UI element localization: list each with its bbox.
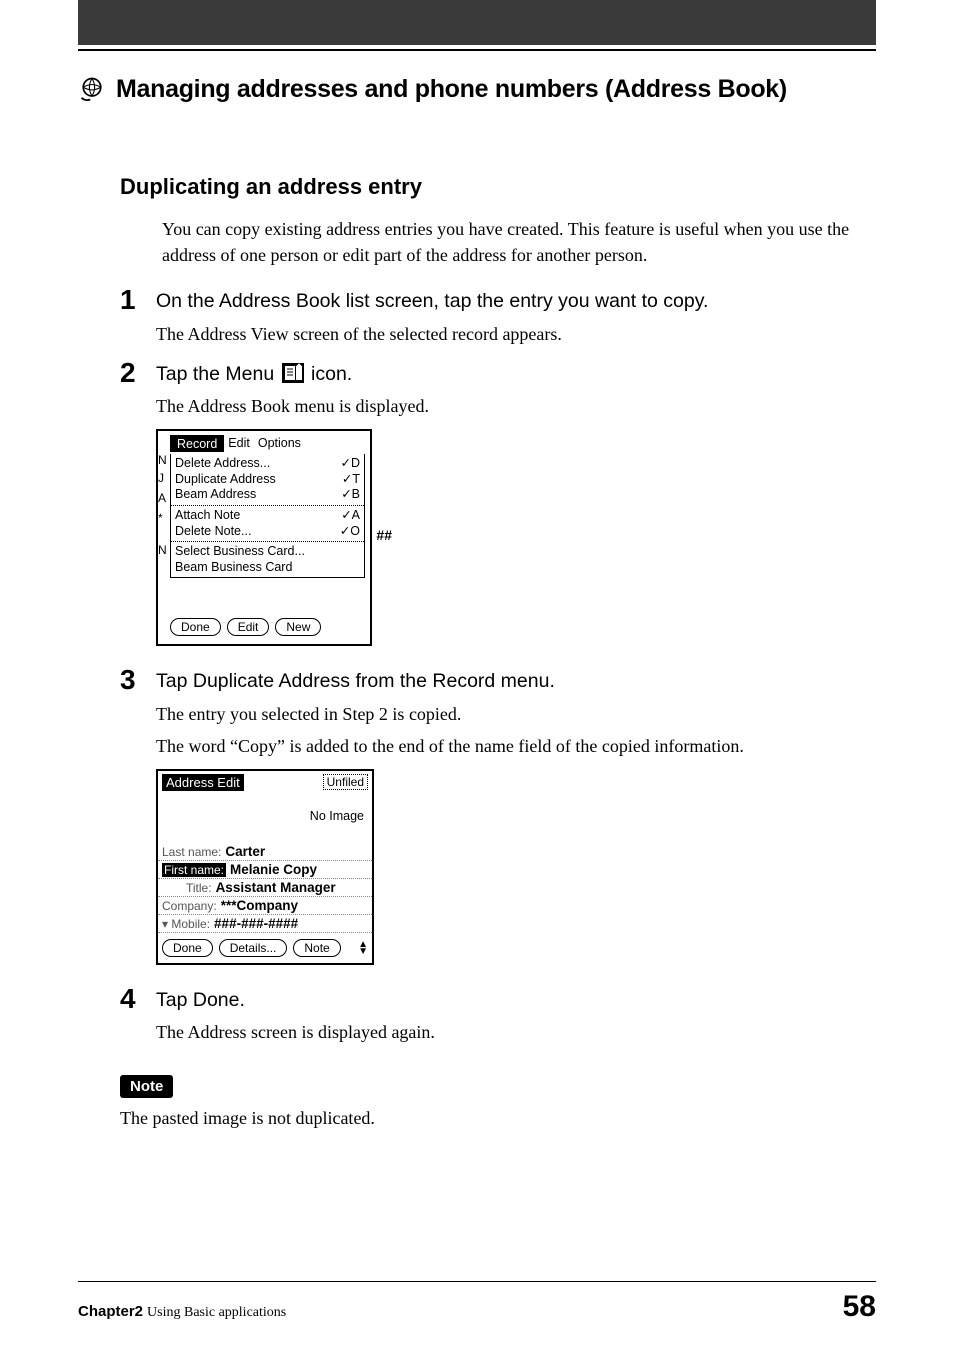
step-sub: The Address View screen of the selected … (156, 321, 876, 347)
palm-edit-screen: Address Edit Unfiled No Image Last name:… (156, 769, 374, 965)
no-image-label: No Image (158, 791, 372, 841)
edit-title: Address Edit (162, 774, 244, 791)
done-button[interactable]: Done (170, 618, 221, 636)
step-head: Tap the Menu icon. (156, 361, 876, 387)
page-title-row: Managing addresses and phone numbers (Ad… (78, 73, 876, 104)
step-sub: The word “Copy” is added to the end of t… (156, 733, 876, 759)
section: Duplicating an address entry You can cop… (120, 174, 876, 1129)
menu-tabs: Record Edit Options (170, 435, 365, 452)
step-sub: The Address Book menu is displayed. (156, 393, 876, 419)
tab-edit[interactable]: Edit (224, 435, 254, 452)
field-label[interactable]: ▾ Mobile: (162, 917, 210, 931)
menu-item-delete-note[interactable]: Delete Note...✓O (175, 524, 360, 540)
details-button[interactable]: Details... (219, 939, 288, 957)
side-letter: A (158, 491, 167, 505)
edit-button[interactable]: Edit (227, 618, 270, 636)
field-label: Title: (186, 881, 212, 895)
step-number: 2 (120, 359, 142, 661)
step-number: 3 (120, 666, 142, 979)
step-head: On the Address Book list screen, tap the… (156, 288, 876, 314)
note-text: The pasted image is not duplicated. (120, 1108, 876, 1129)
palm-menu-screen: ## N J A * N Record Edit Options (156, 429, 372, 646)
side-letter: J (158, 471, 167, 485)
page-footer: Chapter2 Using Basic applications 58 (78, 1281, 876, 1324)
field-label: Last name: (162, 845, 221, 859)
page-number: 58 (843, 1290, 876, 1324)
note-button[interactable]: Note (293, 939, 340, 957)
step-sub: The entry you selected in Step 2 is copi… (156, 701, 876, 727)
section-intro: You can copy existing address entries yo… (162, 216, 876, 268)
field-label: First name: (162, 863, 226, 877)
step-4: 4 Tap Done. The Address screen is displa… (120, 987, 876, 1051)
hash-mark: ## (376, 527, 392, 543)
step-3: 3 Tap Duplicate Address from the Record … (120, 668, 876, 979)
done-button[interactable]: Done (162, 939, 213, 957)
field-value[interactable]: Carter (225, 844, 265, 859)
step-number: 4 (120, 985, 142, 1051)
menu-item-attach-note[interactable]: Attach Note✓A (175, 508, 360, 524)
page-content: Managing addresses and phone numbers (Ad… (0, 51, 954, 1129)
menu-item-select-business-card[interactable]: Select Business Card... (175, 544, 360, 560)
step-head: Tap Done. (156, 987, 876, 1013)
category-selector[interactable]: Unfiled (323, 774, 368, 790)
field-value[interactable]: Assistant Manager (216, 880, 336, 895)
step-head: Tap Duplicate Address from the Record me… (156, 668, 876, 694)
menu-item-delete-address[interactable]: Delete Address...✓D (175, 456, 360, 472)
step-2: 2 Tap the Menu icon. The Address (120, 361, 876, 661)
field-value[interactable]: ###-###-#### (214, 916, 298, 931)
tab-options[interactable]: Options (254, 435, 305, 452)
chapter-title: Using Basic applications (147, 1305, 286, 1320)
chapter-number: Chapter2 (78, 1303, 143, 1320)
step-number: 1 (120, 286, 142, 352)
step-head-post: icon. (311, 363, 352, 385)
side-letters: N J A * N (158, 453, 167, 557)
menu-item-beam-business-card[interactable]: Beam Business Card (175, 560, 360, 576)
field-value[interactable]: Melanie Copy (230, 862, 317, 877)
field-value[interactable]: ***Company (221, 898, 298, 913)
page-title: Managing addresses and phone numbers (Ad… (116, 75, 787, 104)
note-badge: Note (120, 1075, 173, 1098)
menu-item-beam-address[interactable]: Beam Address✓B (175, 487, 360, 503)
address-book-icon (78, 75, 106, 103)
side-letter: * (158, 511, 167, 525)
step-1: 1 On the Address Book list screen, tap t… (120, 288, 876, 352)
side-letter: N (158, 453, 167, 467)
field-label: Company: (162, 899, 217, 913)
menu-box: Delete Address...✓D Duplicate Address✓T … (170, 454, 365, 578)
side-letter: N (158, 543, 167, 557)
step-head-pre: Tap the Menu (156, 363, 280, 385)
menu-item-duplicate-address[interactable]: Duplicate Address✓T (175, 472, 360, 488)
section-title: Duplicating an address entry (120, 174, 876, 200)
tab-record[interactable]: Record (170, 435, 224, 452)
scroll-arrows[interactable]: ▲▼ (358, 941, 368, 955)
menu-icon (282, 363, 304, 383)
header-bar (78, 0, 876, 45)
new-button[interactable]: New (275, 618, 321, 636)
step-sub: The Address screen is displayed again. (156, 1019, 876, 1045)
